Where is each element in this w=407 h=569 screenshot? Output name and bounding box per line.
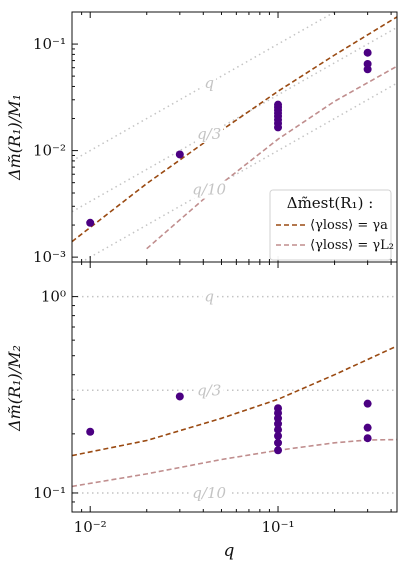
data-point xyxy=(363,59,372,68)
series-line-1 xyxy=(146,65,397,250)
y-tick-label: 10⁻¹ xyxy=(33,35,66,53)
data-point xyxy=(363,48,372,57)
data-point xyxy=(175,392,184,401)
data-point xyxy=(363,434,372,443)
reference-line-0 xyxy=(72,12,337,162)
data-point xyxy=(274,446,283,455)
reference-line-label-0: q xyxy=(204,288,214,306)
data-point xyxy=(274,425,283,434)
x-tick-label: 10⁻² xyxy=(74,518,107,536)
data-point xyxy=(86,427,95,436)
series-line-0 xyxy=(72,16,397,243)
legend: Δm̃est(R₁) : ⟨γloss⟩ = γa ⟨γloss⟩ = γL₂ xyxy=(269,189,394,261)
reference-line-label-bg-0 xyxy=(202,74,216,93)
legend-entry-gamma-l2: ⟨γloss⟩ = γL₂ xyxy=(310,238,394,253)
top-y-axis-label: Δm̃(R₁)/M₁ xyxy=(5,94,24,181)
data-point xyxy=(86,218,95,227)
data-point xyxy=(363,423,372,432)
reference-line-label-1: q/3 xyxy=(197,125,221,143)
series-line-1 xyxy=(72,438,397,488)
reference-line-1 xyxy=(72,26,397,213)
reference-line-label-1: q/3 xyxy=(197,381,221,399)
x-axis-label: q xyxy=(224,541,235,561)
plot-area xyxy=(72,295,397,494)
x-tick-label: 10⁻¹ xyxy=(262,518,295,536)
data-point xyxy=(363,399,372,408)
data-point xyxy=(274,404,283,413)
y-tick-label: 10⁻³ xyxy=(33,248,66,266)
reference-line-2 xyxy=(80,82,397,262)
data-point xyxy=(274,100,283,109)
reference-line-label-bg-2 xyxy=(190,180,229,199)
reference-line-label-2: q/10 xyxy=(192,484,226,502)
legend-entry-gamma-a: ⟨γloss⟩ = γa xyxy=(310,218,388,233)
y-tick-label: 10⁻² xyxy=(33,142,66,160)
legend-title: Δm̃est(R₁) : xyxy=(287,194,374,212)
data-point xyxy=(274,432,283,441)
reference-line-label-0: q xyxy=(204,74,214,92)
reference-line-label-bg-1 xyxy=(195,381,224,400)
axes-frame xyxy=(71,261,398,513)
plot-area xyxy=(72,12,397,262)
legend-box xyxy=(269,189,392,261)
data-point xyxy=(274,438,283,447)
bottom-y-axis-label: Δm̃(R₁)/M₂ xyxy=(5,345,24,432)
y-tick-label: 10⁰ xyxy=(41,288,66,306)
y-tick-label: 10⁻¹ xyxy=(33,484,66,502)
reference-line-label-bg-0 xyxy=(202,287,216,306)
reference-line-label-bg-1 xyxy=(195,124,224,143)
top-panel: q q/3 q/10 10⁻³ 10⁻² 10⁻¹ xyxy=(33,11,398,266)
bottom-panel: q q/3 q/10 10⁻¹ 10⁰ 10⁻² 10⁻¹ xyxy=(33,261,398,536)
series-line-0 xyxy=(72,345,397,457)
data-point xyxy=(274,419,283,428)
data-point xyxy=(175,150,184,159)
reference-line-label-2: q/10 xyxy=(192,181,226,199)
reference-line-label-bg-2 xyxy=(190,483,229,502)
